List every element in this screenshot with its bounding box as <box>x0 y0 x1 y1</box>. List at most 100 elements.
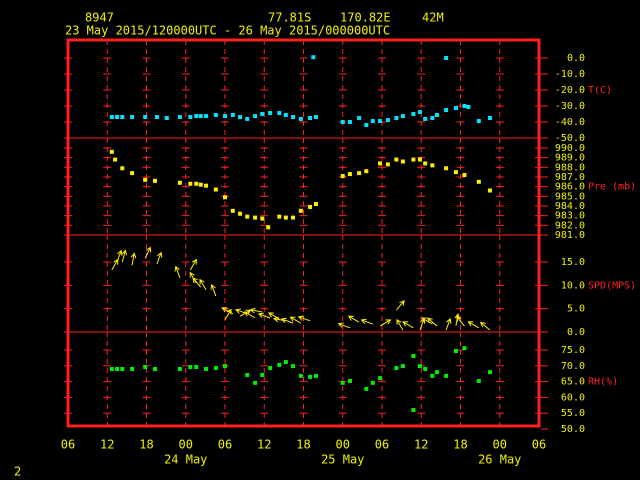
data-point <box>385 162 390 167</box>
y-tick-label: -50.0 <box>555 133 585 144</box>
data-point <box>283 112 288 117</box>
x-tick-label: 00 <box>336 438 350 452</box>
data-point <box>213 112 218 117</box>
data-point <box>347 172 352 177</box>
x-tick-label: 06 <box>61 438 75 452</box>
axis-label: Pre (mb) <box>588 182 636 193</box>
data-point <box>277 362 282 367</box>
data-point <box>417 110 422 115</box>
wind-arrow <box>289 316 302 324</box>
wind-arrow <box>379 319 392 327</box>
y-tick-label: 987.0 <box>555 172 585 183</box>
data-point <box>130 366 135 371</box>
data-point <box>313 115 318 120</box>
data-point <box>113 157 118 162</box>
wind-arrow <box>280 317 294 324</box>
data-point <box>260 372 265 377</box>
wind-arrow <box>479 321 491 331</box>
data-point <box>143 177 148 182</box>
data-point <box>394 116 399 120</box>
data-point <box>423 116 428 121</box>
data-point <box>291 364 296 369</box>
data-point <box>213 366 218 371</box>
date-label: 26 May <box>478 453 521 467</box>
latitude: 77.81S <box>268 11 311 25</box>
data-point <box>245 214 250 219</box>
data-point <box>313 373 318 378</box>
data-point <box>188 365 193 370</box>
data-point <box>370 380 375 385</box>
data-point <box>238 211 243 216</box>
data-point <box>198 114 203 119</box>
data-point <box>444 56 449 60</box>
wind-arrow <box>116 249 123 263</box>
data-point <box>283 215 288 220</box>
y-tick-label: 986.0 <box>555 182 585 193</box>
date-label: 24 May <box>164 453 207 467</box>
wind-arrow <box>272 316 286 323</box>
wind-arrow <box>337 322 351 329</box>
wind-arrow <box>360 318 374 325</box>
wind-arrow <box>347 315 360 323</box>
data-point <box>245 372 250 377</box>
data-point <box>115 115 120 120</box>
wind-arrow <box>421 317 433 325</box>
data-point <box>487 188 492 193</box>
y-tick-label: 990.0 <box>555 143 585 154</box>
page-number: 2 <box>14 465 21 479</box>
y-tick-label: 0.0 <box>567 53 585 64</box>
x-tick-label: 06 <box>532 438 546 452</box>
x-tick-label: 12 <box>414 438 428 452</box>
data-point <box>347 378 352 383</box>
x-tick-label: 12 <box>100 438 114 452</box>
data-point <box>308 116 313 120</box>
data-point <box>153 178 158 183</box>
data-point <box>238 115 243 120</box>
data-point <box>311 55 316 60</box>
data-point <box>394 366 399 371</box>
x-tick-label: 18 <box>296 438 310 452</box>
wind-arrow <box>396 318 404 331</box>
wind-arrow <box>243 311 256 319</box>
y-tick-label: -30.0 <box>555 101 585 112</box>
data-point <box>260 112 265 116</box>
wind-arrow <box>445 317 452 331</box>
data-point <box>385 118 390 123</box>
x-tick-label: 06 <box>375 438 389 452</box>
axis-label: SPD(MPS) <box>588 280 636 291</box>
y-tick-label: 983.0 <box>555 211 585 222</box>
date-label: 25 May <box>321 453 364 467</box>
data-point <box>347 120 352 124</box>
wind-arrow <box>174 265 181 279</box>
wind-arrow <box>144 246 152 259</box>
data-point <box>245 116 250 121</box>
data-point <box>340 174 345 179</box>
data-point <box>188 181 193 186</box>
data-point <box>364 169 369 174</box>
data-point <box>277 214 282 219</box>
data-point <box>268 366 273 371</box>
axis-label: T(C) <box>588 85 612 96</box>
data-point <box>340 120 345 124</box>
x-tick-label: 12 <box>257 438 271 452</box>
wind-arrow <box>249 307 263 314</box>
data-point <box>434 370 439 375</box>
data-point <box>130 115 135 120</box>
data-point <box>430 373 435 378</box>
data-point <box>430 116 435 120</box>
wind-arrow <box>210 283 217 297</box>
data-point <box>291 215 296 220</box>
data-point <box>453 106 458 111</box>
wind-arrow <box>456 315 465 327</box>
data-point <box>444 166 449 171</box>
data-point <box>411 408 416 413</box>
data-point <box>444 108 449 112</box>
data-point <box>462 346 467 351</box>
axis-label: RH(%) <box>588 377 618 388</box>
data-point <box>308 374 313 379</box>
data-point <box>177 115 182 120</box>
data-point <box>143 365 148 370</box>
y-tick-label: 984.0 <box>555 201 585 212</box>
data-point <box>453 170 458 175</box>
data-point <box>153 366 158 371</box>
